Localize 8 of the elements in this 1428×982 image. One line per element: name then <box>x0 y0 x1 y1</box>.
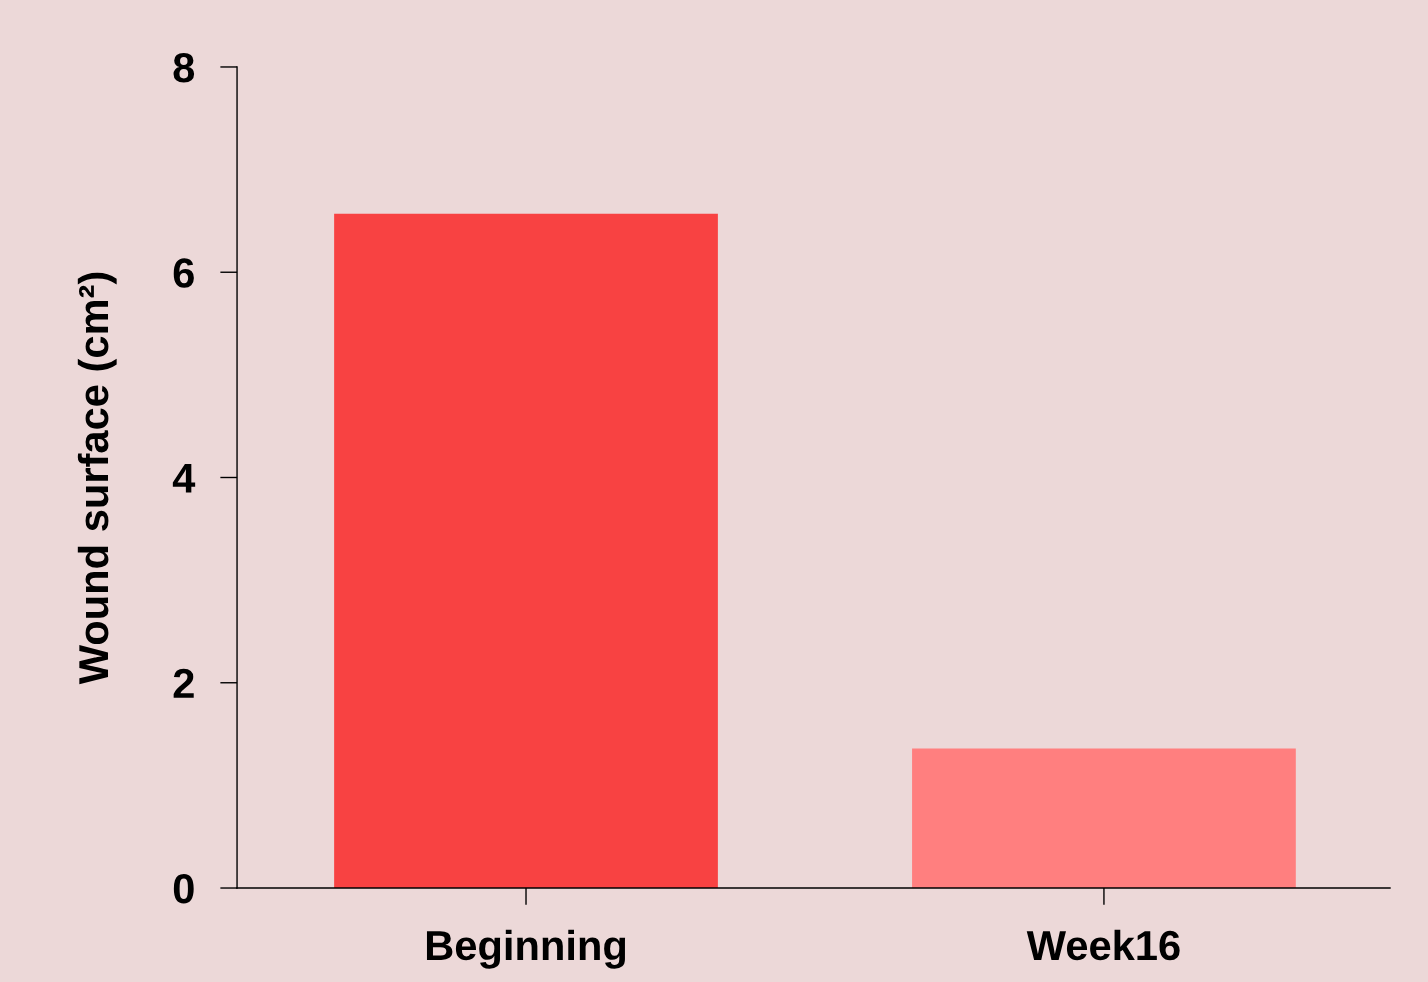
y-tick-label: 6 <box>173 258 194 288</box>
y-tick-label: 2 <box>173 668 194 698</box>
y-tick-label: 0 <box>173 874 194 904</box>
y-tick-label: 8 <box>173 52 195 83</box>
x-tick-label: Beginning <box>426 929 626 969</box>
y-axis-title: Wound surface (cm²) <box>77 272 117 685</box>
x-tick-label: Week16 <box>1026 929 1180 961</box>
y-tick-label: 4 <box>172 463 196 493</box>
